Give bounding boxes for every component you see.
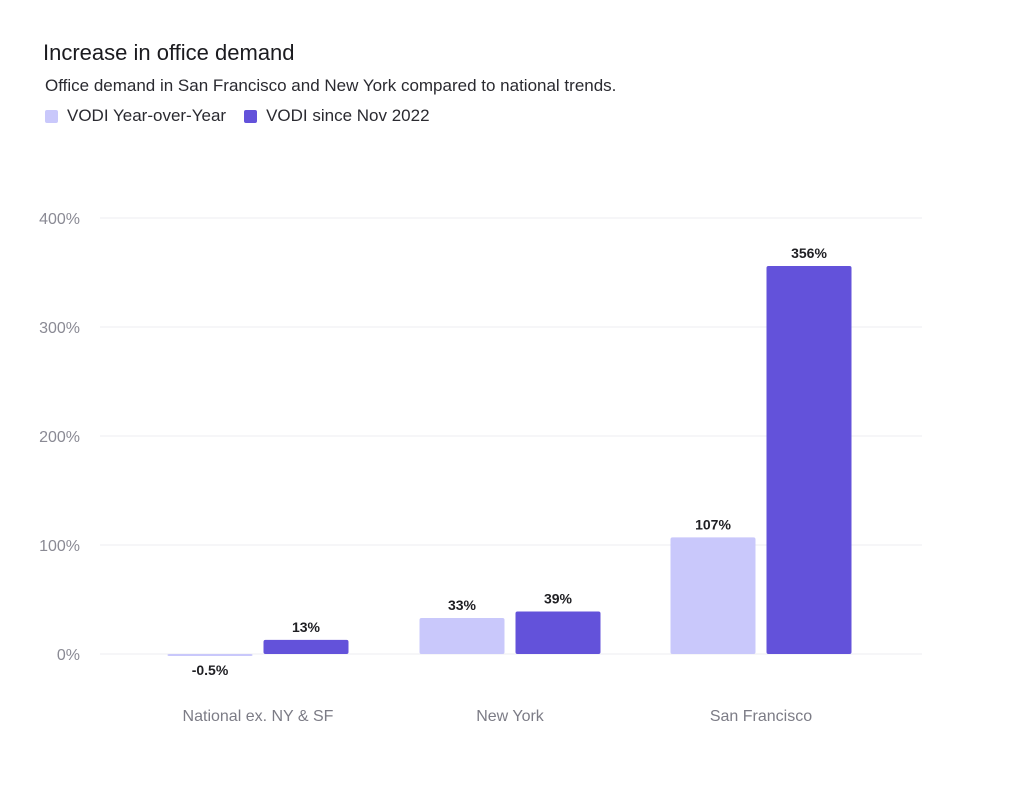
legend-item-since-nov: VODI since Nov 2022: [244, 106, 430, 126]
data-label: 39%: [544, 590, 573, 606]
bar: [670, 537, 756, 654]
legend-label-yoy: VODI Year-over-Year: [67, 106, 227, 125]
legend-item-yoy: VODI Year-over-Year: [45, 106, 226, 126]
chart-title: Increase in office demand: [43, 40, 295, 65]
data-label: 107%: [695, 516, 731, 532]
legend-label-since-nov: VODI since Nov 2022: [266, 106, 430, 125]
bar: [766, 265, 852, 654]
x-category-label: New York: [476, 708, 545, 725]
bar: [419, 618, 505, 654]
y-tick-label: 300%: [39, 320, 80, 337]
legend-swatch-since-nov: [244, 109, 258, 123]
data-label: 13%: [292, 619, 321, 635]
chart-legend: VODI Year-over-Year VODI since Nov 2022: [45, 106, 448, 126]
data-label: 33%: [448, 597, 477, 613]
bar: [515, 611, 601, 654]
y-tick-label: 200%: [39, 429, 80, 446]
y-tick-label: 100%: [39, 538, 80, 555]
chart-subtitle: Office demand in San Francisco and New Y…: [45, 76, 617, 95]
bar: [263, 639, 349, 654]
y-tick-label: 0%: [57, 647, 80, 664]
bar: [167, 654, 253, 656]
data-label: 356%: [791, 245, 827, 261]
y-tick-label: 400%: [39, 211, 80, 228]
data-label: -0.5%: [192, 662, 229, 678]
x-category-label: National ex. NY & SF: [183, 708, 334, 725]
legend-swatch-yoy: [45, 109, 58, 123]
x-category-label: San Francisco: [710, 708, 812, 725]
